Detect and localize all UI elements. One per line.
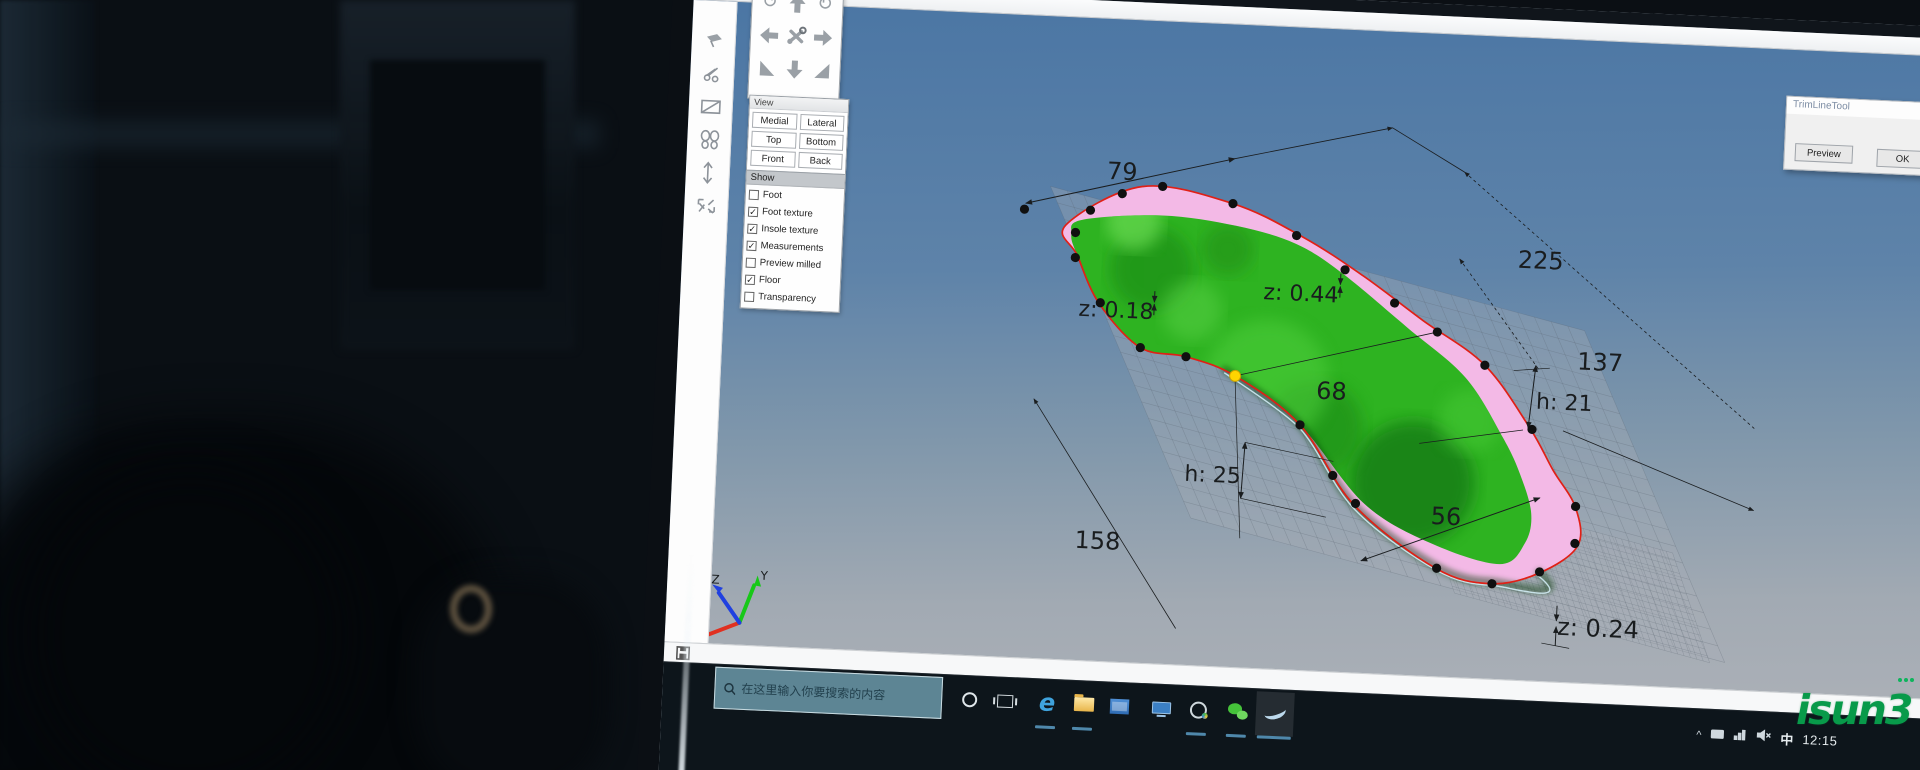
dimension-corner-line bbox=[1391, 128, 1467, 172]
checkbox[interactable] bbox=[744, 291, 754, 301]
checkbox-label: Floor bbox=[759, 274, 781, 286]
show-checkbox-foot-texture[interactable]: ✓ Foot texture bbox=[748, 205, 840, 222]
vertical-arrows-icon[interactable] bbox=[692, 160, 723, 185]
checkbox[interactable]: ✓ bbox=[746, 240, 756, 250]
measurement-label: 79 bbox=[1106, 157, 1138, 186]
trimline-control-point[interactable] bbox=[1020, 204, 1030, 214]
hidden-icons-chevron[interactable]: ^ bbox=[1696, 729, 1702, 741]
running-indicator bbox=[1226, 734, 1246, 738]
y-axis-label: Y bbox=[759, 569, 769, 583]
view-panel: View Medial Lateral Top Bottom Front Bac… bbox=[740, 95, 850, 313]
measurement-label: z: 0.18 bbox=[1078, 297, 1154, 325]
search-input[interactable] bbox=[741, 682, 934, 705]
network-icon[interactable] bbox=[1733, 727, 1748, 746]
checkbox-label: Foot texture bbox=[762, 206, 813, 219]
checkbox[interactable] bbox=[749, 189, 759, 199]
checkbox[interactable]: ✓ bbox=[745, 274, 755, 284]
checkbox[interactable]: ✓ bbox=[748, 206, 758, 216]
running-indicator bbox=[1072, 727, 1092, 731]
edge-icon[interactable]: e bbox=[1031, 687, 1062, 718]
task-view-icon[interactable] bbox=[990, 685, 1021, 716]
selected-control-point[interactable] bbox=[1229, 370, 1240, 381]
rotate-ccw-icon[interactable]: ↺ bbox=[757, 0, 784, 16]
browser-icon[interactable] bbox=[1182, 694, 1213, 725]
taskbar-search[interactable] bbox=[714, 667, 944, 719]
view-front-button[interactable]: Front bbox=[750, 150, 795, 168]
arrow-up-icon[interactable] bbox=[784, 0, 811, 17]
z-axis-label: Z bbox=[711, 572, 720, 586]
tools-icon[interactable] bbox=[783, 23, 810, 50]
running-indicator bbox=[1035, 725, 1055, 729]
measurement-label: 158 bbox=[1074, 526, 1121, 556]
dimension-extension-line bbox=[1235, 121, 1393, 166]
arrow-right-icon[interactable] bbox=[810, 24, 837, 51]
view-bottom-button[interactable]: Bottom bbox=[798, 133, 843, 151]
expand-view-icon[interactable] bbox=[690, 193, 721, 218]
navigation-panel: ↺ ↻ ◣ ◢ bbox=[747, 0, 845, 103]
scissors-icon[interactable] bbox=[696, 61, 727, 86]
ok-button[interactable]: OK bbox=[1876, 149, 1920, 169]
person-hand bbox=[415, 575, 610, 770]
monitor-screen: 79 225 137 z: 0.44 z: 0.18 68 h: 21 h: 2… bbox=[654, 0, 1920, 770]
cad-app-icon[interactable] bbox=[1255, 691, 1295, 737]
arrow-down-icon[interactable] bbox=[781, 56, 808, 83]
checkbox-label: Insole texture bbox=[761, 223, 818, 237]
measurement-label: h: 21 bbox=[1536, 390, 1593, 418]
checkbox-label: Preview milled bbox=[760, 257, 822, 271]
mail-icon[interactable] bbox=[1103, 690, 1134, 721]
isun-logo-text: isun3 bbox=[1796, 686, 1911, 734]
system-icon[interactable] bbox=[1710, 726, 1725, 745]
trimlinetool-dialog: TrimLineTool Preview OK bbox=[1783, 96, 1920, 179]
search-icon bbox=[723, 682, 735, 696]
view-lateral-button[interactable]: Lateral bbox=[799, 114, 844, 132]
clock[interactable]: 12:15 bbox=[1802, 732, 1838, 749]
preview-button[interactable]: Preview bbox=[1794, 143, 1853, 164]
isun-logo: isun3 bbox=[1796, 686, 1911, 734]
tilt-right-icon[interactable]: ◢ bbox=[808, 57, 835, 84]
view-medial-button[interactable]: Medial bbox=[752, 112, 797, 130]
ime-indicator[interactable]: 中 bbox=[1780, 729, 1794, 749]
rotate-cw-icon[interactable]: ↻ bbox=[811, 0, 838, 18]
cortana-icon[interactable] bbox=[954, 684, 985, 715]
view-top-button[interactable]: Top bbox=[751, 131, 796, 149]
file-explorer-icon[interactable] bbox=[1068, 689, 1099, 720]
measurement-label: z: 0.24 bbox=[1557, 613, 1640, 645]
tilt-left-icon[interactable]: ◣ bbox=[754, 54, 781, 81]
measurement-label: 137 bbox=[1577, 347, 1624, 377]
background-monitor-screen bbox=[370, 60, 545, 290]
show-checkbox-preview-milled[interactable]: Preview milled bbox=[746, 256, 838, 273]
checkbox[interactable] bbox=[746, 257, 756, 267]
show-checkbox-measurements[interactable]: ✓ Measurements bbox=[746, 239, 838, 256]
measurement-label: h: 25 bbox=[1184, 462, 1241, 490]
checkbox-label: Measurements bbox=[760, 240, 823, 254]
arrow-left-icon[interactable] bbox=[755, 21, 782, 48]
finger-ring bbox=[450, 585, 492, 633]
view-back-button[interactable]: Back bbox=[798, 152, 843, 170]
isun-logo-mark bbox=[1898, 678, 1914, 682]
measurement-label: 56 bbox=[1430, 502, 1462, 531]
photo-background: 79 225 137 z: 0.44 z: 0.18 68 h: 21 h: 2… bbox=[0, 0, 1920, 770]
measurement-label: 68 bbox=[1316, 377, 1348, 406]
measurement-label: 225 bbox=[1517, 246, 1564, 276]
measurement-label: z: 0.44 bbox=[1263, 280, 1339, 308]
trim-region-icon[interactable] bbox=[695, 94, 726, 119]
running-indicator bbox=[1186, 732, 1206, 736]
show-checkbox-insole-texture[interactable]: ✓ Insole texture bbox=[747, 222, 839, 239]
show-checkbox-floor[interactable]: ✓ Floor bbox=[745, 273, 837, 290]
pc-icon[interactable] bbox=[1145, 692, 1176, 723]
running-indicator bbox=[1257, 735, 1291, 740]
checkbox-label: Transparency bbox=[758, 291, 816, 305]
show-checkbox-transparency[interactable]: Transparency bbox=[744, 290, 836, 307]
volume-muted-icon[interactable] bbox=[1756, 728, 1772, 747]
lasso-select-icon[interactable] bbox=[698, 28, 729, 53]
show-checkbox-foot[interactable]: Foot bbox=[749, 188, 841, 205]
trimlinetool-dialog-title[interactable]: TrimLineTool bbox=[1787, 97, 1920, 123]
checkbox[interactable]: ✓ bbox=[747, 223, 757, 233]
insole-pair-icon[interactable] bbox=[693, 127, 724, 152]
wechat-icon[interactable] bbox=[1222, 696, 1253, 727]
checkbox-label: Foot bbox=[763, 189, 782, 201]
